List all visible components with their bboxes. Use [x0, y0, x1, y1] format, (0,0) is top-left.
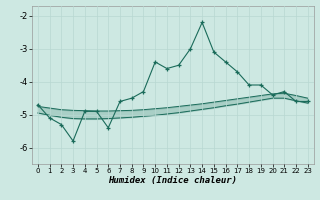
X-axis label: Humidex (Indice chaleur): Humidex (Indice chaleur) [108, 176, 237, 185]
